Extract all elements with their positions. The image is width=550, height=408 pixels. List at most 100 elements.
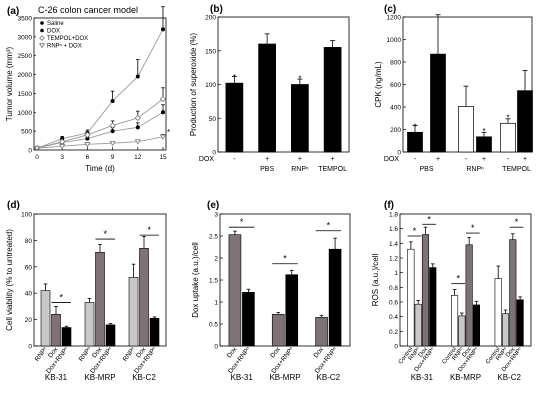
y-tick-label: 2500 [18, 53, 33, 60]
y-tick-label: 0 [214, 344, 218, 351]
panel-tag: (a) [7, 6, 19, 17]
x-category-label: TEMPOL [318, 166, 347, 173]
y-tick-label: 0.2 [389, 329, 398, 336]
bar [429, 267, 437, 347]
data-point [84, 142, 91, 148]
significance-star: * [471, 223, 475, 233]
y-tick-label: 2.5 [209, 234, 218, 241]
y-tick-label: 0 [397, 150, 401, 157]
data-point [84, 131, 91, 139]
x-tick-label: 6 [86, 154, 90, 161]
panel-a: 0 500 1000 1500 2000 2500 3000 3500 Tumor volume… [5, 5, 170, 173]
x-group-label: KB-C2 [317, 373, 341, 382]
y-tick-label: 0 [394, 344, 398, 351]
bar [40, 290, 51, 347]
y-tick-label: 1200 [387, 15, 402, 22]
bar [421, 234, 430, 347]
dox-sign: + [265, 156, 269, 163]
data-point [109, 141, 116, 147]
plot-frame [399, 213, 532, 347]
data-point [161, 110, 165, 115]
significance-star: * [167, 128, 170, 137]
series-line [36, 111, 164, 149]
bar [258, 43, 276, 153]
y-tick-label: 1500 [18, 91, 33, 98]
panel-c: 0 200 400 600 800 1000 1200 CPK (ng/mL) (c) DOX * -… [374, 4, 533, 173]
panel-tag: (b) [210, 4, 223, 15]
y-tick-label: 0 [28, 148, 32, 155]
x-group-label: TEMPOL [502, 166, 531, 173]
significance-star: * [427, 214, 431, 224]
bar [516, 299, 524, 347]
y-tick-label: 500 [21, 129, 32, 136]
y-tick-label: 1000 [18, 110, 33, 117]
bar [407, 248, 415, 347]
panel-tag: (f) [384, 200, 394, 211]
y-tick-label: 3500 [18, 16, 33, 23]
y-tick-label: 0.5 [209, 322, 218, 329]
dox-sign: + [482, 156, 486, 163]
bar [271, 314, 285, 347]
y-tick-label: 2000 [18, 72, 33, 79]
legend-label: Saline [47, 21, 64, 27]
significance-star: * [456, 274, 460, 284]
dox-sign: + [298, 156, 302, 163]
y-tick-label: 200 [205, 15, 216, 22]
dox-sign: + [331, 156, 335, 163]
significance-star: * [147, 225, 151, 235]
bar [285, 274, 299, 347]
y-tick-label: 200 [390, 127, 401, 134]
significance-star: * [327, 221, 331, 231]
bar [291, 84, 309, 153]
y-tick-label: 100 [205, 82, 216, 89]
significance-star: * [413, 122, 416, 131]
data-point [135, 74, 140, 79]
y-axis-label: ROS (a.u.)/cell [371, 254, 380, 307]
data-point [110, 129, 115, 134]
y-tick-label: 3 [214, 212, 218, 219]
y-tick-label: 100 [21, 212, 32, 219]
bar [501, 313, 510, 347]
bar-label: Dox [418, 347, 429, 359]
y-axis-label: Production of superoxide (%) [189, 33, 198, 137]
data-point [134, 114, 141, 122]
data-point [59, 144, 66, 150]
legend-label: RNPⁿ + DOX [47, 43, 82, 50]
data-point [134, 139, 141, 145]
dox-sign: - [233, 156, 236, 163]
y-tick-label: 150 [205, 48, 216, 55]
x-category-label: PBS [260, 166, 274, 173]
data-point [59, 138, 66, 145]
y-tick-label: 2 [214, 256, 218, 263]
bar [228, 234, 242, 347]
significance-star: * [482, 127, 485, 136]
data-point [135, 125, 140, 130]
y-tick-label: 400 [390, 105, 401, 112]
legend-marker [39, 35, 45, 41]
bar [465, 244, 473, 347]
bar [315, 317, 328, 347]
x-axis-label: Time (d) [85, 164, 115, 173]
bar [458, 315, 466, 347]
significance-star: * [413, 226, 417, 236]
y-tick-label: 0.8 [389, 285, 398, 292]
bar [95, 251, 105, 347]
dox-sign: - [414, 156, 417, 163]
y-tick-label: 50 [209, 116, 217, 123]
bar [414, 303, 422, 347]
bar [500, 122, 516, 153]
series-line [36, 29, 164, 149]
legend-marker [40, 28, 44, 33]
y-tick-label: 3000 [18, 34, 33, 41]
y-tick-label: 1.4 [389, 241, 398, 248]
panel-tag: (d) [7, 200, 20, 211]
significance-star: * [240, 217, 244, 227]
significance-star: * [298, 75, 301, 84]
y-tick-label: 60 [25, 264, 33, 271]
legend-marker [40, 21, 44, 25]
data-point [161, 27, 165, 32]
dox-row-label: DOX [199, 156, 215, 163]
bar [407, 131, 423, 153]
x-tick-label: 3 [60, 154, 64, 161]
